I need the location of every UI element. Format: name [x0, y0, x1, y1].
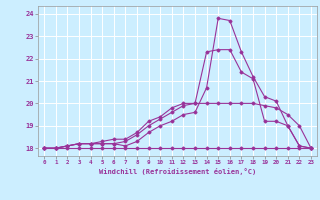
X-axis label: Windchill (Refroidissement éolien,°C): Windchill (Refroidissement éolien,°C) — [99, 168, 256, 175]
